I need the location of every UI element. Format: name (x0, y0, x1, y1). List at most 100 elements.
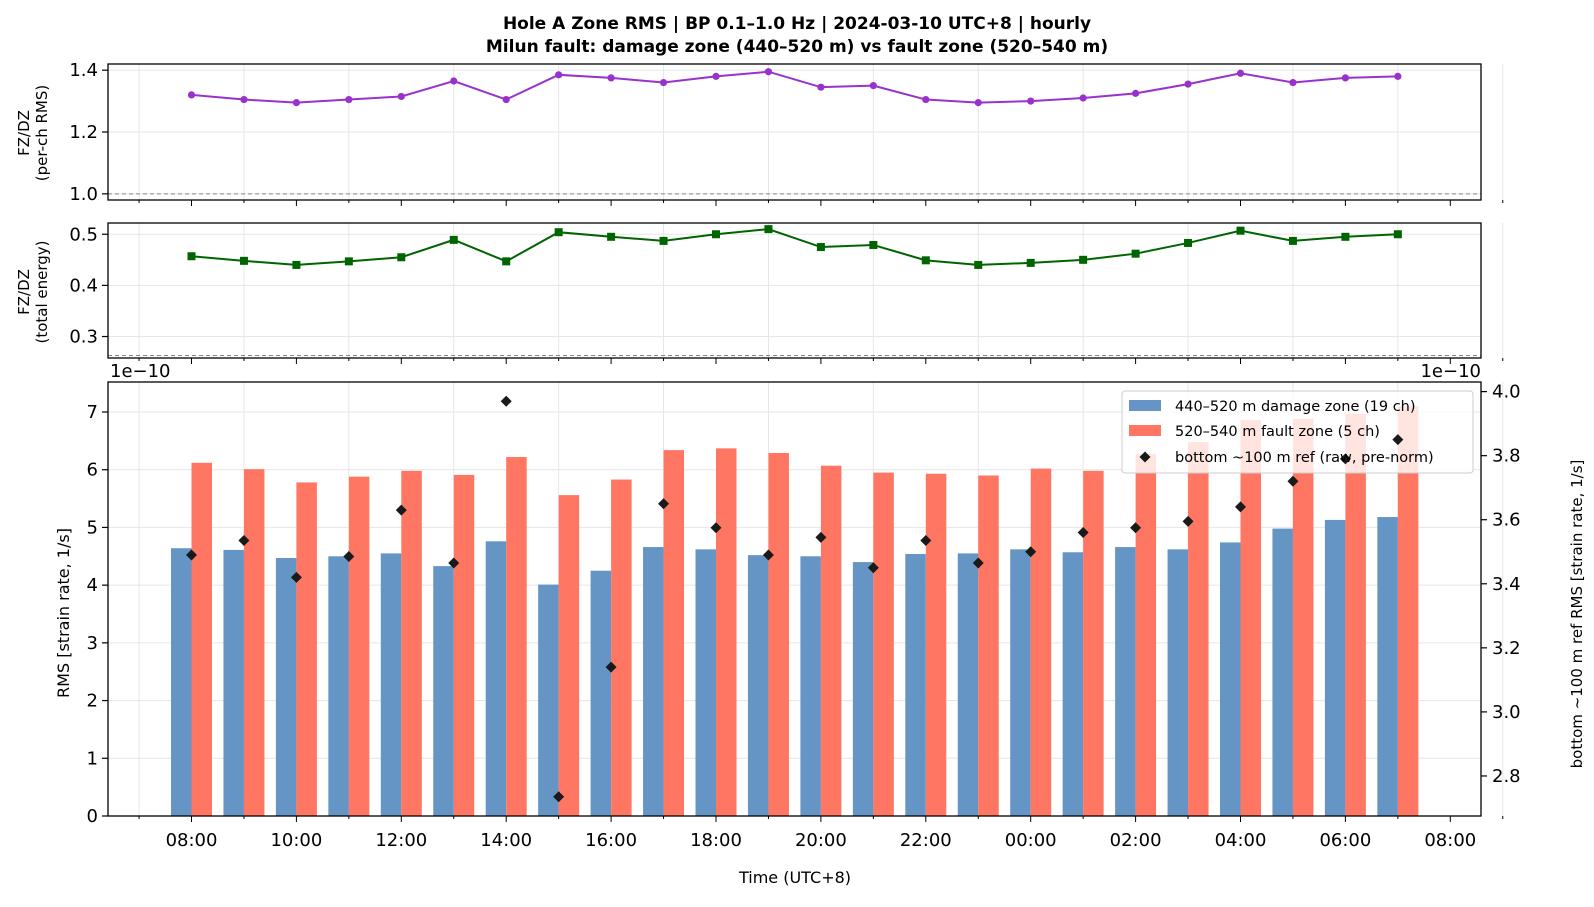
data-point (817, 83, 825, 91)
y-tick-label: 6 (87, 460, 98, 481)
series-line (191, 228, 1398, 266)
data-point (1341, 74, 1349, 82)
ref-marker (343, 551, 355, 563)
bar-damage-zone (1062, 552, 1084, 816)
panel3-xlabel: Time (UTC+8) (738, 868, 851, 887)
bar-fault-zone (1083, 470, 1104, 816)
data-point (1288, 236, 1297, 245)
ref-marker (448, 557, 460, 569)
y-tick-label: 4 (87, 575, 98, 596)
bar-damage-zone (905, 553, 926, 816)
bar-fault-zone (296, 482, 317, 816)
data-point (764, 68, 773, 76)
data-point (1079, 94, 1087, 102)
y-tick-label: 3 (87, 633, 98, 654)
y2-tick-label: 3.6 (1492, 510, 1521, 531)
data-point (1184, 80, 1192, 88)
panel3-ylabel: RMS [strain rate, 1/s] (54, 528, 73, 698)
data-point (187, 91, 196, 99)
panel-frame (107, 381, 1482, 817)
bar-damage-zone (538, 584, 559, 816)
ref-marker (1025, 546, 1037, 558)
ref-marker (500, 395, 512, 407)
bar-fault-zone (1292, 418, 1314, 816)
legend-swatch-damage-zone (1129, 400, 1161, 411)
y2-tick-label: 3.0 (1492, 702, 1521, 723)
data-point (1289, 78, 1297, 87)
data-point (1132, 89, 1140, 97)
data-point (869, 240, 878, 249)
chart-title: Hole A Zone RMS | BP 0.1–1.0 Hz | 2024-0… (503, 14, 1091, 34)
bar-fault-zone (243, 469, 265, 816)
x-tick-label: 00:00 (1005, 830, 1057, 851)
data-point (1236, 226, 1245, 235)
ref-marker (920, 535, 932, 547)
legend-swatch-fault-zone (1129, 425, 1161, 436)
data-point (659, 236, 668, 245)
bar-fault-zone (716, 448, 737, 816)
ref-marker (1235, 501, 1246, 513)
y-tick-label: 7 (87, 402, 98, 423)
bar-fault-zone (1345, 413, 1366, 816)
panel3-scale-left: 1e−10 (110, 361, 171, 382)
data-point (292, 99, 300, 107)
ref-marker (290, 571, 302, 583)
chart-subtitle: Milun fault: damage zone (440–520 m) vs … (486, 37, 1108, 57)
bar-fault-zone (558, 495, 580, 816)
y-tick-label: 0.3 (69, 327, 98, 348)
x-tick-label: 20:00 (795, 830, 847, 851)
data-point (764, 225, 773, 234)
ref-marker (605, 661, 617, 673)
ref-marker (186, 549, 197, 561)
x-tick-label: 10:00 (270, 830, 322, 851)
y2-tick-label: 3.8 (1492, 446, 1521, 467)
bar-fault-zone (348, 476, 370, 816)
data-point (607, 232, 616, 241)
panel-frame (107, 63, 1482, 201)
bar-fault-zone (1397, 406, 1419, 816)
x-tick-label: 08:00 (166, 830, 218, 851)
bar-fault-zone (768, 452, 789, 816)
bar-damage-zone (957, 553, 979, 816)
ref-marker (1077, 527, 1089, 539)
ref-marker (1182, 515, 1194, 527)
data-point (345, 95, 353, 104)
bar-damage-zone (1377, 517, 1398, 816)
y-tick-label: 5 (87, 517, 98, 538)
ref-marker (395, 504, 407, 516)
data-point (450, 77, 458, 85)
y-tick-label: 0.4 (69, 275, 98, 296)
y-tick-label: 1 (87, 748, 98, 769)
data-point (1341, 232, 1350, 241)
data-point (922, 95, 930, 104)
panel-frame (107, 222, 1482, 359)
bar-damage-zone (643, 547, 664, 816)
bar-fault-zone (925, 473, 947, 816)
y-tick-label: 0.5 (69, 224, 98, 245)
data-point (816, 243, 825, 252)
data-point (240, 95, 248, 104)
data-point (1184, 238, 1193, 247)
bar-damage-zone (328, 556, 349, 816)
data-point (1236, 69, 1245, 77)
x-tick-label: 06:00 (1319, 830, 1371, 851)
legend-label-ref: bottom ~100 m ref (raw, pre-norm) (1175, 450, 1434, 466)
y2-tick-label: 2.8 (1492, 766, 1521, 787)
data-point (869, 82, 877, 90)
ref-marker (658, 498, 670, 510)
legend-label-fault-zone: 520–540 m fault zone (5 ch) (1175, 424, 1380, 440)
bar-fault-zone (1188, 442, 1209, 816)
bar-damage-zone (1115, 547, 1136, 816)
panel1-ylabel: FZ/DZ (15, 110, 33, 156)
ref-marker (238, 535, 250, 547)
legend-marker-ref (1139, 451, 1151, 463)
bar-damage-zone (1167, 549, 1189, 816)
data-point (554, 228, 563, 237)
bar-damage-zone (171, 548, 192, 816)
panel3-scale-right: 1e−10 (1420, 361, 1481, 382)
y-tick-label: 1.4 (69, 60, 98, 81)
x-tick-label: 16:00 (585, 830, 637, 851)
bar-fault-zone (663, 450, 685, 816)
data-point (974, 260, 983, 269)
